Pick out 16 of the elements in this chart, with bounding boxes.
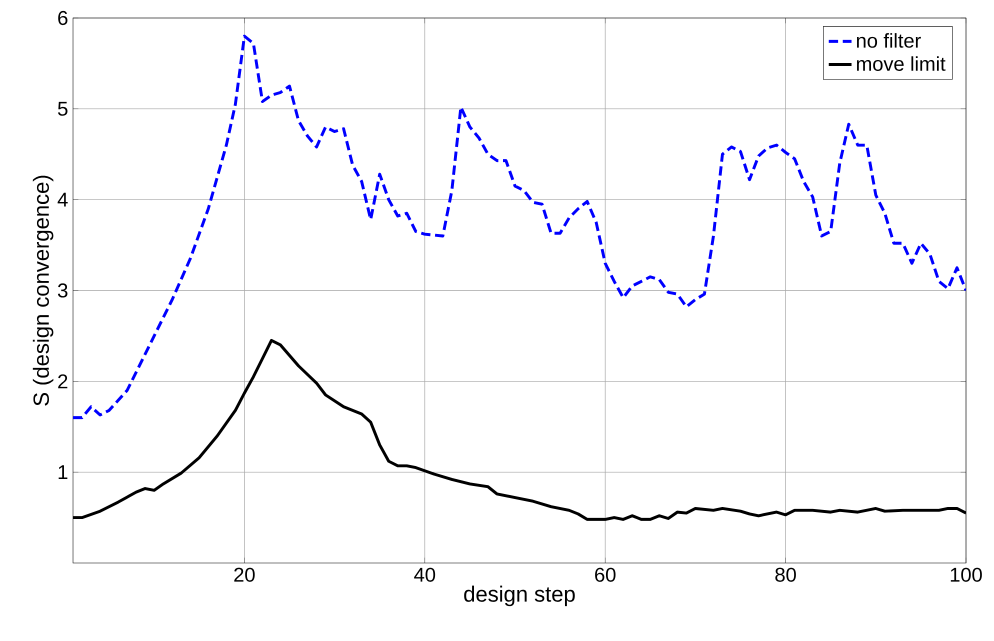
y-tick-label: 4	[58, 192, 68, 207]
x-tick-label: 40	[414, 568, 436, 582]
x-tick-label: 80	[775, 568, 796, 582]
y-tick-label: 3	[58, 283, 68, 298]
x-axis-title: design step	[464, 586, 575, 606]
x-tick-label: 60	[595, 568, 616, 582]
y-tick-label: 5	[58, 102, 68, 116]
legend-label: move limit	[856, 56, 946, 71]
y-axis-title: S (design convergence)	[32, 176, 54, 406]
x-tick-label: 100	[950, 568, 982, 582]
line-series	[73, 34, 966, 420]
x-tick-label: 20	[234, 568, 255, 582]
y-tick-label: 1	[58, 465, 68, 480]
legend-label: no filter	[856, 33, 921, 48]
y-tick-label: 2	[58, 374, 68, 388]
y-tick-label: 6	[58, 10, 68, 26]
